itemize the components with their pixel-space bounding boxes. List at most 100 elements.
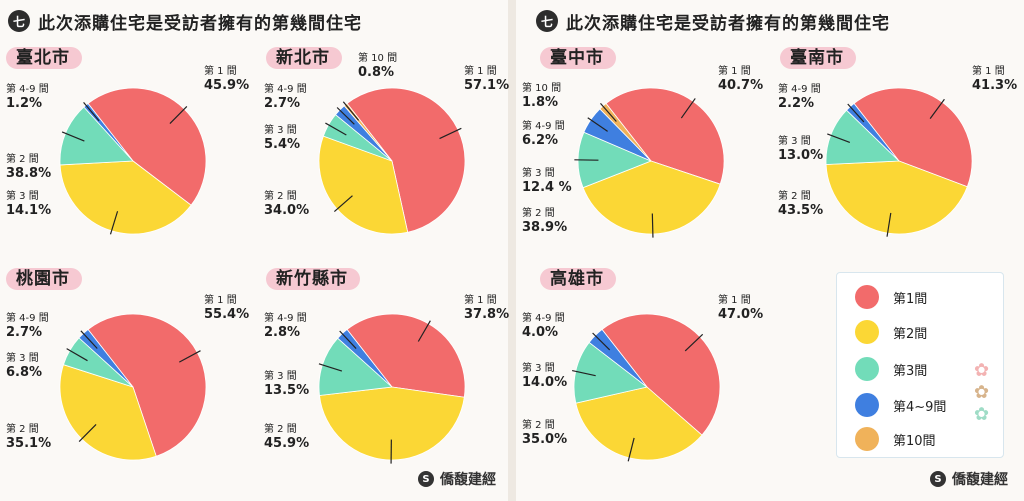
slice-value: 40.7% bbox=[718, 78, 764, 93]
slice-label: 第 4-9 間 4.0% bbox=[522, 312, 565, 339]
city-tag: 臺中市 bbox=[540, 47, 616, 69]
slice-value: 13.5% bbox=[264, 383, 310, 398]
slice-label: 第 2 間 38.8% bbox=[6, 153, 51, 180]
legend-label: 第1間 bbox=[893, 291, 928, 307]
brand-name: 僑馥建經 bbox=[952, 472, 1008, 488]
slice-value: 45.9% bbox=[204, 78, 250, 93]
legend-item: 第4~9間 bbox=[855, 393, 946, 417]
panel-title: 此次添購住宅是受訪者擁有的第幾間住宅 bbox=[38, 13, 362, 34]
slice-name: 第 3 間 bbox=[6, 191, 39, 202]
flower-icon: ✿ bbox=[974, 404, 990, 425]
city-tag: 臺南市 bbox=[780, 47, 856, 69]
slice-label: 第 3 間 14.0% bbox=[522, 362, 567, 389]
slice-label: 第 4-9 間 2.2% bbox=[778, 83, 821, 110]
pie-chart bbox=[59, 87, 207, 235]
city-tag: 高雄市 bbox=[540, 268, 616, 290]
slice-name: 第 1 間 bbox=[718, 295, 751, 306]
slice-name: 第 4-9 間 bbox=[264, 84, 307, 95]
slice-label: 第 10 間 0.8% bbox=[358, 52, 397, 79]
brand-logo-icon: S bbox=[418, 471, 434, 487]
slice-value: 12.4 % bbox=[522, 180, 572, 195]
slice-label: 第 3 間 6.8% bbox=[6, 352, 42, 379]
slice-label: 第 4-9 間 2.7% bbox=[264, 83, 307, 110]
slice-label: 第 1 間 57.1% bbox=[464, 65, 509, 92]
panel-divider bbox=[508, 0, 516, 501]
legend: 第1間 第2間 第3間 第4~9間 第10間 bbox=[836, 272, 1004, 458]
slice-value: 38.8% bbox=[6, 166, 52, 181]
pie-chart bbox=[825, 87, 973, 237]
legend-swatch-second bbox=[855, 320, 879, 344]
slice-value: 2.7% bbox=[264, 96, 301, 111]
slice-value: 37.8% bbox=[464, 307, 510, 322]
slice-value: 6.8% bbox=[6, 365, 43, 380]
slice-label: 第 1 間 47.0% bbox=[718, 294, 763, 321]
city-tag: 桃園市 bbox=[6, 268, 82, 290]
panel-title: 此次添購住宅是受訪者擁有的第幾間住宅 bbox=[566, 13, 890, 34]
slice-label: 第 2 間 35.1% bbox=[6, 423, 51, 450]
pie-chart bbox=[318, 87, 466, 235]
slice-label: 第 3 間 13.5% bbox=[264, 370, 309, 397]
slice-label: 第 3 間 12.4 % bbox=[522, 167, 572, 194]
slice-label: 第 4-9 間 2.8% bbox=[264, 312, 307, 339]
slice-value: 47.0% bbox=[718, 307, 764, 322]
brand-footer: S 僑馥建經 bbox=[418, 469, 496, 489]
slice-value: 34.0% bbox=[264, 203, 310, 218]
flower-icon: ✿ bbox=[974, 360, 990, 381]
legend-item: 第10間 bbox=[855, 427, 936, 451]
slice-name: 第 2 間 bbox=[6, 424, 39, 435]
leader-line bbox=[339, 330, 357, 349]
slice-label: 第 2 間 45.9% bbox=[264, 423, 309, 450]
leader-line bbox=[680, 98, 696, 119]
slice-name: 第 1 間 bbox=[464, 66, 497, 77]
legend-label: 第4~9間 bbox=[893, 399, 947, 415]
leader-line bbox=[169, 106, 188, 125]
slice-name: 第 2 間 bbox=[522, 208, 555, 219]
city-tag: 新竹縣市 bbox=[266, 268, 360, 290]
leader-line bbox=[333, 195, 353, 212]
legend-item: 第3間 bbox=[855, 357, 927, 381]
slice-name: 第 2 間 bbox=[6, 154, 39, 165]
slice-name: 第 10 間 bbox=[522, 83, 562, 94]
slice-value: 6.2% bbox=[522, 133, 559, 148]
slice-name: 第 3 間 bbox=[6, 353, 39, 364]
city-tag: 新北市 bbox=[266, 47, 342, 69]
flower-icon: ✿ bbox=[974, 382, 990, 403]
slice-value: 45.9% bbox=[264, 436, 310, 451]
legend-label: 第3間 bbox=[893, 363, 928, 379]
leader-line bbox=[587, 117, 608, 132]
panel-header: 七 此次添購住宅是受訪者擁有的第幾間住宅 bbox=[536, 8, 890, 34]
slice-label: 第 4-9 間 1.2% bbox=[6, 83, 49, 110]
slice-name: 第 4-9 間 bbox=[6, 313, 49, 324]
slice-name: 第 3 間 bbox=[264, 125, 297, 136]
slice-value: 2.8% bbox=[264, 325, 301, 340]
leader-line bbox=[336, 107, 355, 125]
slice-name: 第 1 間 bbox=[204, 295, 237, 306]
slice-name: 第 10 間 bbox=[358, 53, 398, 64]
slice-value: 55.4% bbox=[204, 307, 250, 322]
slice-value: 35.0% bbox=[522, 432, 568, 447]
slice-name: 第 2 間 bbox=[778, 191, 811, 202]
leader-line bbox=[684, 333, 704, 352]
slice-value: 13.0% bbox=[778, 148, 824, 163]
slice-name: 第 1 間 bbox=[204, 66, 237, 77]
slice-value: 41.3% bbox=[972, 78, 1018, 93]
slice-value: 14.1% bbox=[6, 203, 52, 218]
slice-label: 第 2 間 43.5% bbox=[778, 190, 823, 217]
leader-line bbox=[83, 102, 100, 122]
pie-slice bbox=[319, 386, 465, 461]
slice-label: 第 4-9 間 2.7% bbox=[6, 312, 49, 339]
section-badge: 七 bbox=[536, 10, 558, 32]
slice-value: 1.2% bbox=[6, 96, 43, 111]
leader-line bbox=[80, 330, 98, 349]
legend-swatch-third bbox=[855, 357, 879, 381]
leader-line bbox=[439, 127, 462, 140]
slice-label: 第 2 間 34.0% bbox=[264, 190, 309, 217]
slice-value: 1.8% bbox=[522, 95, 559, 110]
leader-line bbox=[342, 101, 360, 121]
leader-line bbox=[847, 103, 865, 123]
slice-label: 第 3 間 13.0% bbox=[778, 135, 823, 162]
slice-label: 第 3 間 14.1% bbox=[6, 190, 51, 217]
leader-line bbox=[572, 369, 596, 377]
slice-name: 第 4-9 間 bbox=[6, 84, 49, 95]
slice-label: 第 3 間 5.4% bbox=[264, 124, 300, 151]
